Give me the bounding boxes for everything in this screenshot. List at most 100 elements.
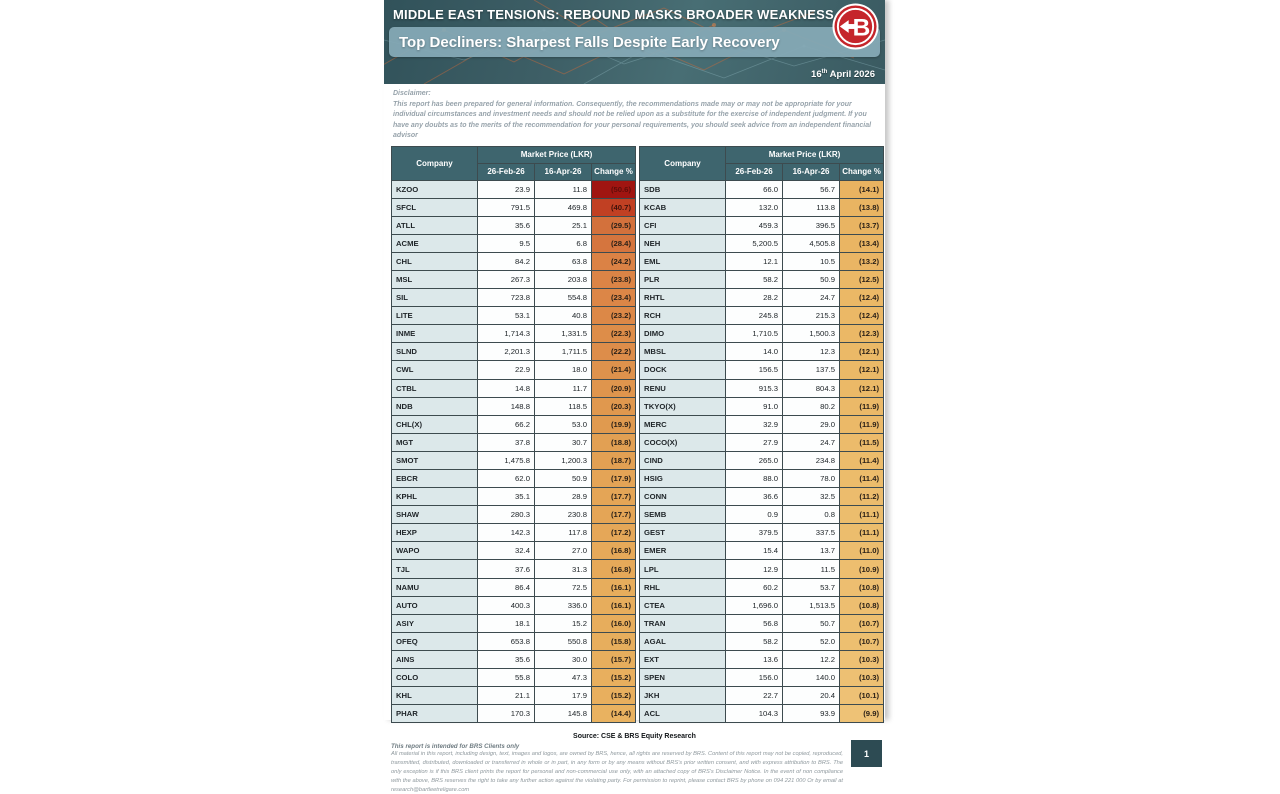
price-apr-cell: 50.7 xyxy=(782,613,841,633)
change-cell: (11.9) xyxy=(839,396,885,416)
price-feb-cell: 58.2 xyxy=(725,269,784,290)
table-row: HSIG 88.0 78.0 (11.4) xyxy=(639,468,885,489)
company-cell: AINS xyxy=(391,649,478,670)
change-cell: (19.9) xyxy=(590,414,637,434)
change-cell: (11.9) xyxy=(839,414,885,434)
report-title: MIDDLE EAST TENSIONS: REBOUND MASKS BROA… xyxy=(393,7,834,22)
price-feb-cell: 723.8 xyxy=(477,288,535,308)
price-apr-cell: 53.7 xyxy=(782,577,841,597)
table-row: NAMU 86.4 72.5 (16.1) xyxy=(391,577,637,597)
period2-header: 16-Apr-26 xyxy=(534,162,592,181)
price-feb-cell: 156.5 xyxy=(725,360,784,380)
change-cell: (11.1) xyxy=(839,505,885,525)
table-row: EXT 13.6 12.2 (10.3) xyxy=(639,649,885,670)
price-apr-cell: 29.0 xyxy=(782,414,841,434)
company-cell: CHL(X) xyxy=(391,414,478,434)
table-row: SPEN 156.0 140.0 (10.3) xyxy=(639,668,885,688)
price-feb-cell: 142.3 xyxy=(477,523,535,543)
price-apr-cell: 234.8 xyxy=(782,450,841,471)
table-row: AUTO 400.3 336.0 (16.1) xyxy=(391,595,637,615)
price-apr-cell: 40.8 xyxy=(534,306,592,326)
change-cell: (12.1) xyxy=(839,342,885,362)
table-row: COCO(X) 27.9 24.7 (11.5) xyxy=(639,432,885,452)
change-cell: (16.0) xyxy=(590,613,637,633)
price-apr-cell: 12.3 xyxy=(782,342,841,362)
company-cell: JKH xyxy=(639,686,727,706)
table-row: CHL(X) 66.2 53.0 (19.9) xyxy=(391,414,637,434)
price-apr-cell: 140.0 xyxy=(782,668,841,688)
price-feb-cell: 148.8 xyxy=(477,396,535,416)
table-row: KHL 21.1 17.9 (15.2) xyxy=(391,686,637,706)
price-feb-cell: 14.8 xyxy=(477,378,535,398)
change-cell: (10.1) xyxy=(839,686,885,706)
table-row: CWL 22.9 18.0 (21.4) xyxy=(391,360,637,380)
company-cell: ACME xyxy=(391,233,478,253)
price-feb-cell: 35.6 xyxy=(477,649,535,670)
table-row: RHL 60.2 53.7 (10.8) xyxy=(639,577,885,597)
company-cell: SFCL xyxy=(391,197,478,217)
change-cell: (22.3) xyxy=(590,324,637,344)
price-apr-cell: 52.0 xyxy=(782,631,841,651)
company-cell: CFI xyxy=(639,215,727,235)
table-row: CTBL 14.8 11.7 (20.9) xyxy=(391,378,637,398)
change-cell: (10.8) xyxy=(839,595,885,615)
table-row: SDB 66.0 56.7 (14.1) xyxy=(639,179,885,199)
change-cell: (16.8) xyxy=(590,541,637,561)
price-apr-cell: 27.0 xyxy=(534,541,592,561)
change-cell: (11.5) xyxy=(839,432,885,452)
price-apr-cell: 145.8 xyxy=(534,704,592,724)
company-cell: ASIY xyxy=(391,613,478,633)
brs-logo-icon: B xyxy=(832,3,879,50)
change-header: Change % xyxy=(590,162,637,181)
change-cell: (21.4) xyxy=(590,360,637,380)
company-cell: NAMU xyxy=(391,577,478,597)
price-apr-cell: 30.0 xyxy=(534,649,592,670)
price-apr-cell: 203.8 xyxy=(534,269,592,290)
change-cell: (17.9) xyxy=(590,468,637,489)
disclaimer-text: This report has been prepared for genera… xyxy=(393,100,872,140)
price-feb-cell: 280.3 xyxy=(477,505,535,525)
price-apr-cell: 72.5 xyxy=(534,577,592,597)
price-apr-cell: 550.8 xyxy=(534,631,592,651)
table-row: LITE 53.1 40.8 (23.2) xyxy=(391,306,637,326)
change-cell: (13.2) xyxy=(839,251,885,271)
change-cell: (12.4) xyxy=(839,288,885,308)
price-apr-cell: 137.5 xyxy=(782,360,841,380)
price-feb-cell: 267.3 xyxy=(477,269,535,290)
table-row: INME 1,714.3 1,331.5 (22.3) xyxy=(391,324,637,344)
price-feb-cell: 36.6 xyxy=(725,487,784,507)
change-cell: (15.7) xyxy=(590,649,637,670)
price-apr-cell: 1,711.5 xyxy=(534,342,592,362)
price-apr-cell: 24.7 xyxy=(782,288,841,308)
price-feb-cell: 1,710.5 xyxy=(725,324,784,344)
price-feb-cell: 1,696.0 xyxy=(725,595,784,615)
price-feb-cell: 21.1 xyxy=(477,686,535,706)
company-cell: CTBL xyxy=(391,378,478,398)
table-row: MERC 32.9 29.0 (11.9) xyxy=(639,414,885,434)
price-feb-cell: 104.3 xyxy=(725,704,784,724)
price-apr-cell: 50.9 xyxy=(782,269,841,290)
price-apr-cell: 4,505.8 xyxy=(782,233,841,253)
company-cell: SPEN xyxy=(639,668,727,688)
company-cell: EBCR xyxy=(391,468,478,489)
price-feb-cell: 22.9 xyxy=(477,360,535,380)
period2-header: 16-Apr-26 xyxy=(782,162,841,181)
change-cell: (23.4) xyxy=(590,288,637,308)
table-row: MSL 267.3 203.8 (23.8) xyxy=(391,269,637,290)
price-feb-cell: 60.2 xyxy=(725,577,784,597)
price-feb-cell: 170.3 xyxy=(477,704,535,724)
price-apr-cell: 31.3 xyxy=(534,559,592,579)
company-cell: PLR xyxy=(639,269,727,290)
change-cell: (17.7) xyxy=(590,487,637,507)
change-cell: (10.7) xyxy=(839,613,885,633)
table-row: KZOO 23.9 11.8 (50.6) xyxy=(391,179,637,199)
change-cell: (13.8) xyxy=(839,197,885,217)
price-apr-cell: 396.5 xyxy=(782,215,841,235)
change-cell: (15.2) xyxy=(590,668,637,688)
table-row: NDB 148.8 118.5 (20.3) xyxy=(391,396,637,416)
price-apr-cell: 80.2 xyxy=(782,396,841,416)
price-feb-cell: 156.0 xyxy=(725,668,784,688)
price-feb-cell: 2,201.3 xyxy=(477,342,535,362)
price-apr-cell: 215.3 xyxy=(782,306,841,326)
price-group-header: Market Price (LKR) xyxy=(725,145,885,164)
